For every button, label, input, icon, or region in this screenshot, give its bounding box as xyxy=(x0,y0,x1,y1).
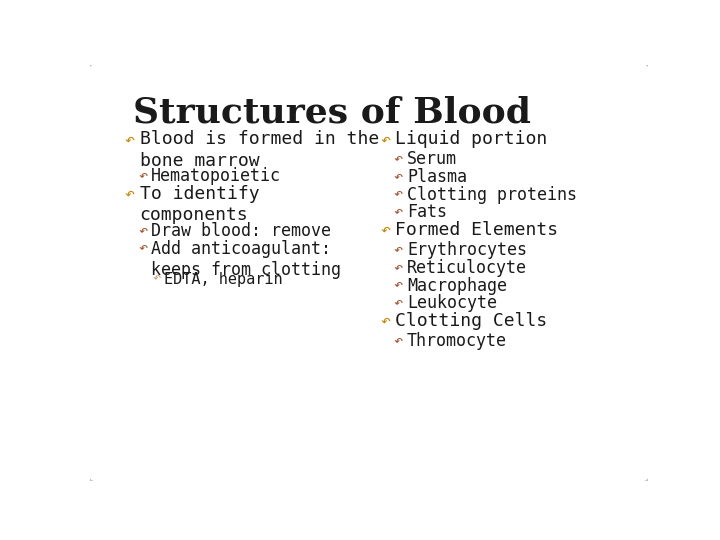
Text: ↶: ↶ xyxy=(380,312,390,330)
Text: Fats: Fats xyxy=(407,204,447,221)
Text: Add anticoagulant:
keeps from clotting: Add anticoagulant: keeps from clotting xyxy=(151,240,341,279)
Text: ↶: ↶ xyxy=(394,332,403,347)
Text: ↶: ↶ xyxy=(138,222,147,237)
Text: ↶: ↶ xyxy=(152,272,161,286)
Text: ↶: ↶ xyxy=(394,204,403,218)
Text: ↶: ↶ xyxy=(380,130,390,148)
Text: Plasma: Plasma xyxy=(407,168,467,186)
Text: ↶: ↶ xyxy=(124,185,134,203)
Text: Clotting proteins: Clotting proteins xyxy=(407,186,577,204)
Text: Liquid portion: Liquid portion xyxy=(395,130,548,148)
Text: Draw blood: remove: Draw blood: remove xyxy=(151,222,331,240)
Text: To identify
components: To identify components xyxy=(140,185,259,225)
Text: ↶: ↶ xyxy=(138,240,147,254)
Text: ↶: ↶ xyxy=(394,186,403,201)
Text: EDTA, heparin: EDTA, heparin xyxy=(163,272,282,287)
Text: ↶: ↶ xyxy=(394,241,403,256)
Text: Serum: Serum xyxy=(407,150,457,168)
Text: Erythrocytes: Erythrocytes xyxy=(407,241,527,259)
Text: Reticulocyte: Reticulocyte xyxy=(407,259,527,277)
Text: Structures of Blood: Structures of Blood xyxy=(132,96,531,130)
Text: ↶: ↶ xyxy=(380,221,390,239)
Text: Formed Elements: Formed Elements xyxy=(395,221,559,239)
Text: Clotting Cells: Clotting Cells xyxy=(395,312,548,330)
Text: Leukocyte: Leukocyte xyxy=(407,294,497,312)
Text: ↶: ↶ xyxy=(394,150,403,165)
Text: Hematopoietic: Hematopoietic xyxy=(151,167,282,185)
Text: ↶: ↶ xyxy=(394,168,403,183)
Text: ↶: ↶ xyxy=(394,259,403,274)
FancyBboxPatch shape xyxy=(89,63,649,482)
Text: ↶: ↶ xyxy=(138,167,147,182)
Text: Blood is formed in the
bone marrow: Blood is formed in the bone marrow xyxy=(140,130,379,170)
Text: ↶: ↶ xyxy=(394,276,403,292)
Text: Thromocyte: Thromocyte xyxy=(407,332,507,350)
Text: ↶: ↶ xyxy=(394,294,403,309)
Text: Macrophage: Macrophage xyxy=(407,276,507,294)
Text: ↶: ↶ xyxy=(124,130,134,148)
